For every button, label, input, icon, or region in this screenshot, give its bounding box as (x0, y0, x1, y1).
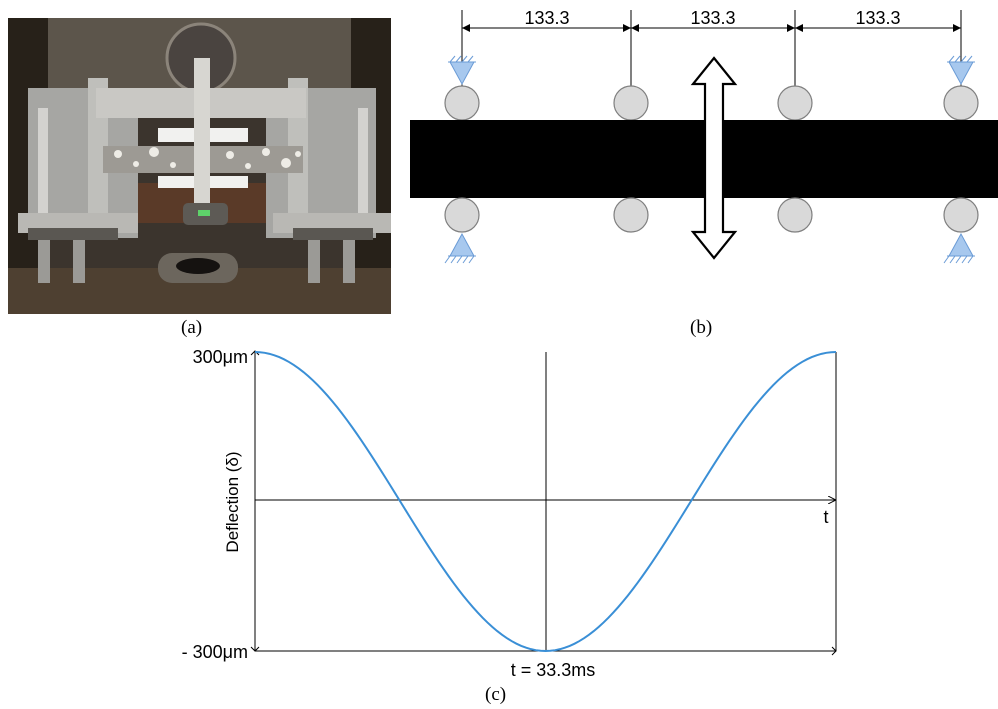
panel-label-c: (c) (485, 684, 507, 705)
top-roller-2 (613, 85, 649, 121)
panel-label-a: (a) (181, 317, 203, 338)
bottom-roller-1 (444, 197, 480, 233)
span-label-3: 133.3 (855, 8, 900, 28)
y-axis-label: Deflection (δ) (223, 451, 242, 552)
top-right-support (947, 55, 975, 86)
bottom-left-support (444, 232, 476, 264)
y-top-label: 300μm (193, 347, 248, 367)
y-axis-top-tick (250, 350, 260, 356)
bottom-right-support (943, 232, 975, 264)
panel-label-b: (b) (690, 317, 713, 338)
span-label-1: 133.3 (524, 8, 569, 28)
bottom-roller-3 (777, 197, 813, 233)
deflection-curve (254, 351, 837, 653)
apparatus-photo (8, 18, 391, 314)
span-label-2: 133.3 (690, 8, 735, 28)
period-arrow-right (831, 646, 837, 656)
top-roller-3 (777, 85, 813, 121)
apparatus-photo-drawing (8, 18, 391, 314)
bottom-roller-4 (943, 197, 979, 233)
top-roller-1 (444, 85, 480, 121)
top-left-support (448, 55, 476, 86)
top-roller-4 (943, 85, 979, 121)
support-diagram: 133.3 133.3 133.3 (410, 8, 998, 264)
x-axis-label: t (823, 507, 828, 527)
bottom-roller-2 (613, 197, 649, 233)
period-label: t = 33.3ms (511, 660, 596, 680)
y-axis-bottom-tick (250, 646, 260, 652)
y-bottom-label: - 300μm (182, 642, 248, 662)
deflection-chart: 300μm - 300μm Deflection (δ) t t = 33.3m… (182, 347, 837, 680)
cyclic-load-arrow-icon (690, 56, 738, 260)
